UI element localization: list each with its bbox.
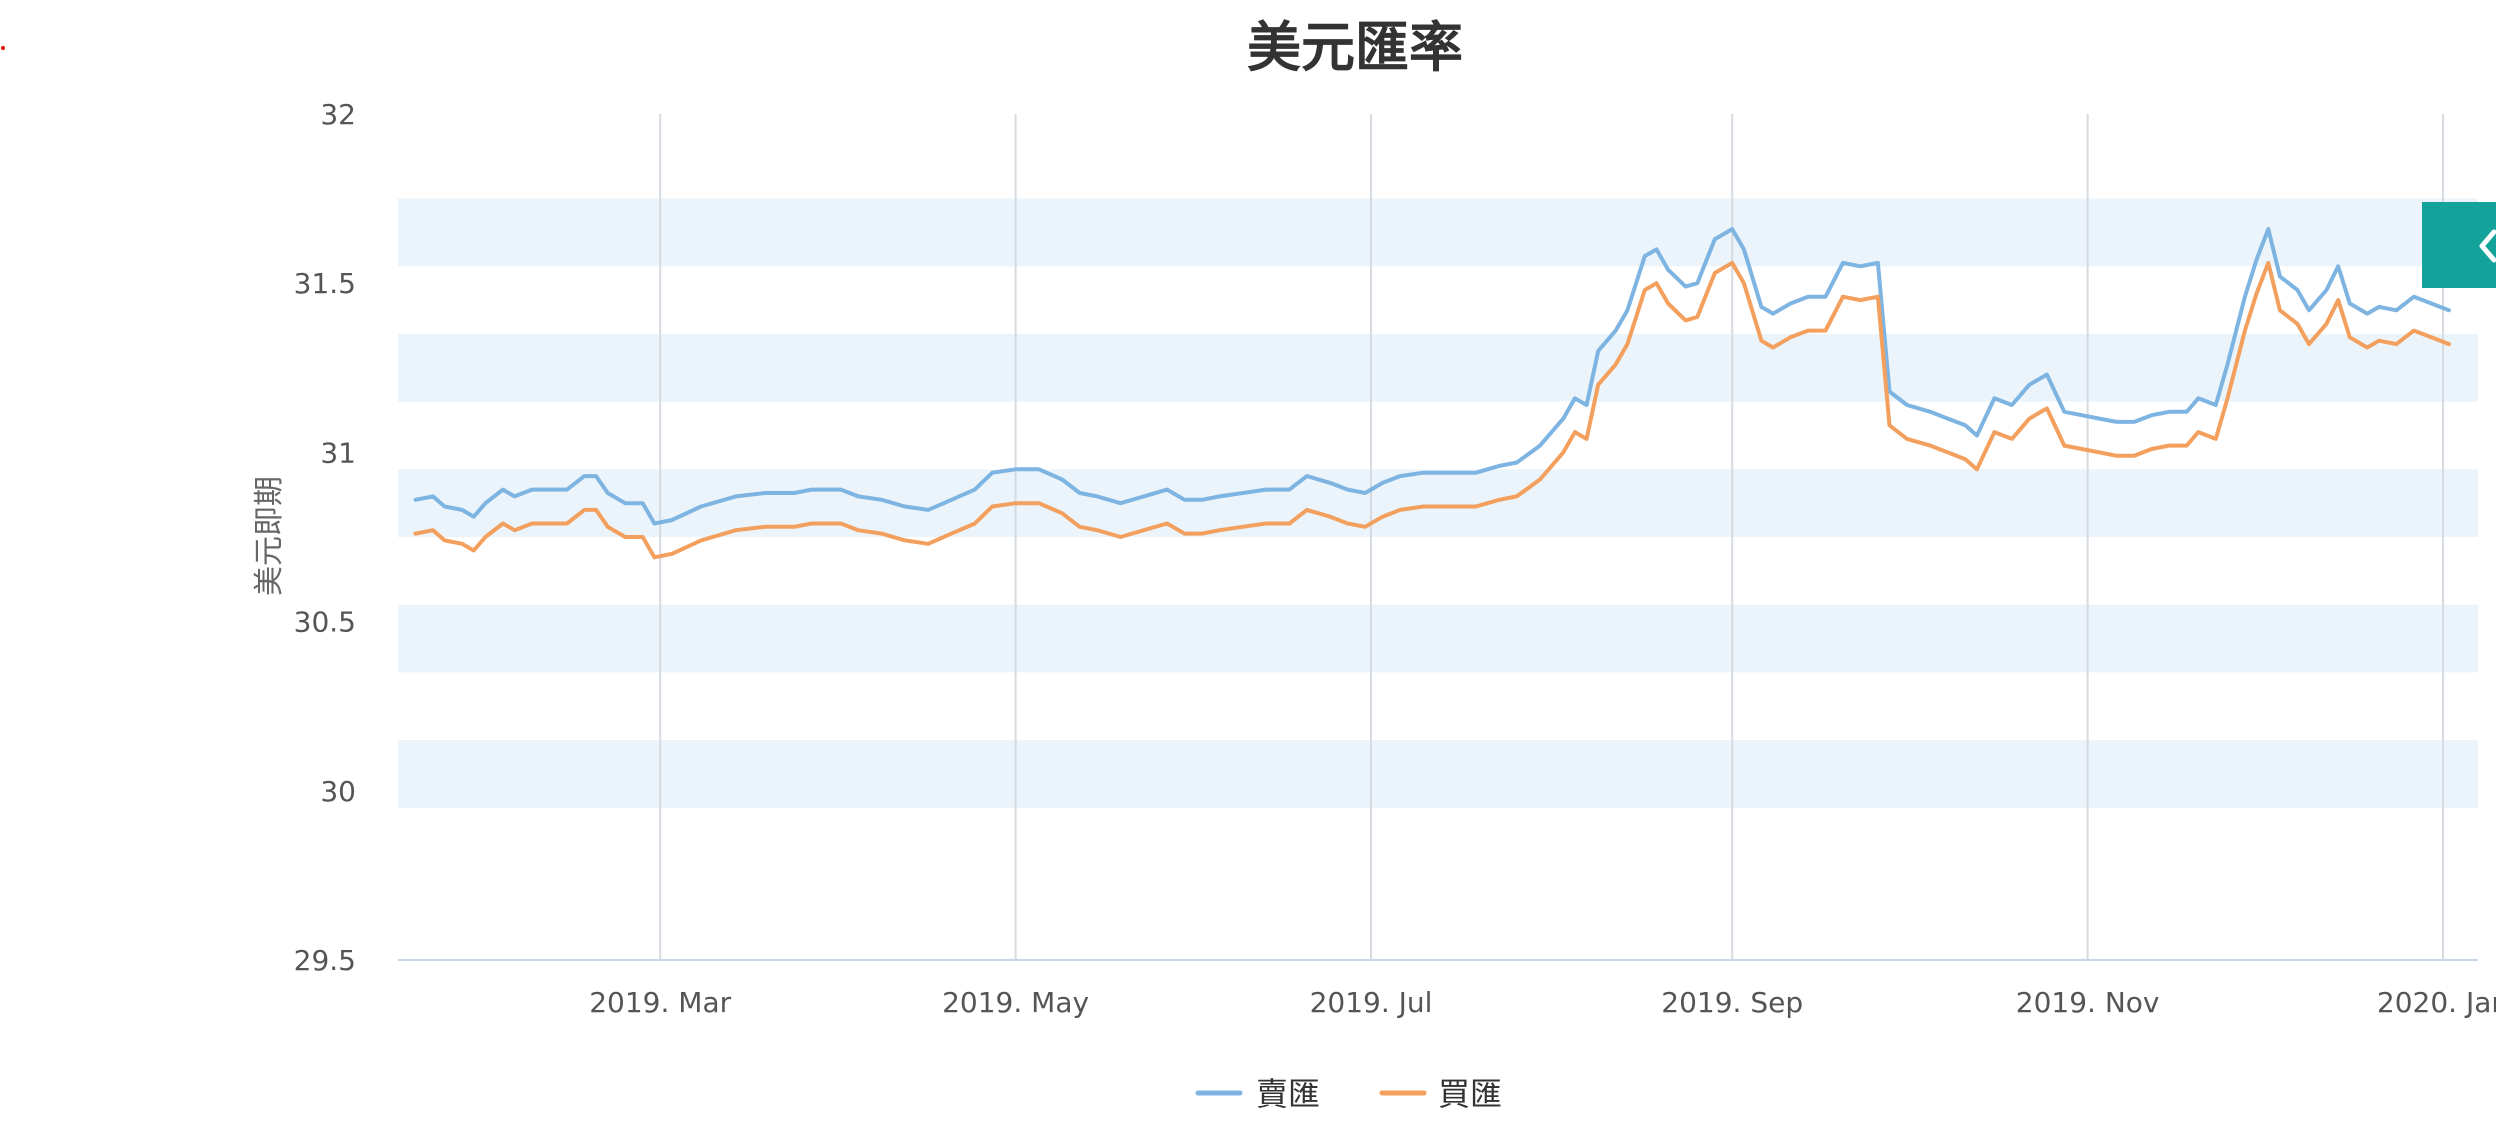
- y-axis-ticks: 29.5 30 30.5 31 31.5 32: [294, 98, 356, 977]
- grid-band: [398, 604, 2478, 673]
- chevron-left-icon: [2479, 229, 2496, 263]
- legend: 賣匯 買匯: [1195, 1075, 1502, 1113]
- series-lines: [413, 227, 2451, 560]
- x-tick-label: 2019. Nov: [2016, 986, 2160, 1019]
- series-line-sell: [413, 227, 2451, 526]
- grid-band: [398, 469, 2478, 537]
- x-tick-label: 2019. Jul: [1310, 986, 1433, 1019]
- side-tab[interactable]: [2422, 202, 2496, 288]
- series-line-buy: [413, 260, 2451, 560]
- y-tick-label: 32: [320, 98, 356, 131]
- grid-band: [398, 333, 2478, 402]
- x-tick-label: 2019. Sep: [1661, 986, 1803, 1019]
- legend-label-buy: 買匯: [1438, 1075, 1502, 1113]
- x-tick-label: 2019. May: [942, 986, 1089, 1019]
- y-axis-label: 美元即期: [252, 476, 287, 596]
- y-tick-label: 31.5: [294, 267, 356, 300]
- x-axis-ticks: 2019. Mar 2019. May 2019. Jul 2019. Sep 2019…: [589, 986, 2496, 1019]
- x-tick-label: 2019. Mar: [589, 986, 731, 1019]
- y-tick-label: 31: [320, 436, 356, 469]
- legend-item-buy[interactable]: 買匯: [1379, 1075, 1502, 1113]
- grid-band: [398, 198, 2478, 267]
- y-tick-label: 30: [320, 775, 356, 808]
- x-tick-label: 2020. Jan: [2377, 986, 2496, 1019]
- legend-label-sell: 賣匯: [1256, 1075, 1320, 1113]
- horizontal-bands: [398, 198, 2478, 808]
- y-tick-label: 29.5: [294, 944, 356, 977]
- y-tick-label: 30.5: [294, 606, 356, 639]
- grid-band: [398, 740, 2478, 808]
- red-dot-marker: [1, 46, 5, 50]
- legend-item-sell[interactable]: 賣匯: [1195, 1075, 1320, 1113]
- chart-title: 美元匯率: [1247, 16, 1463, 79]
